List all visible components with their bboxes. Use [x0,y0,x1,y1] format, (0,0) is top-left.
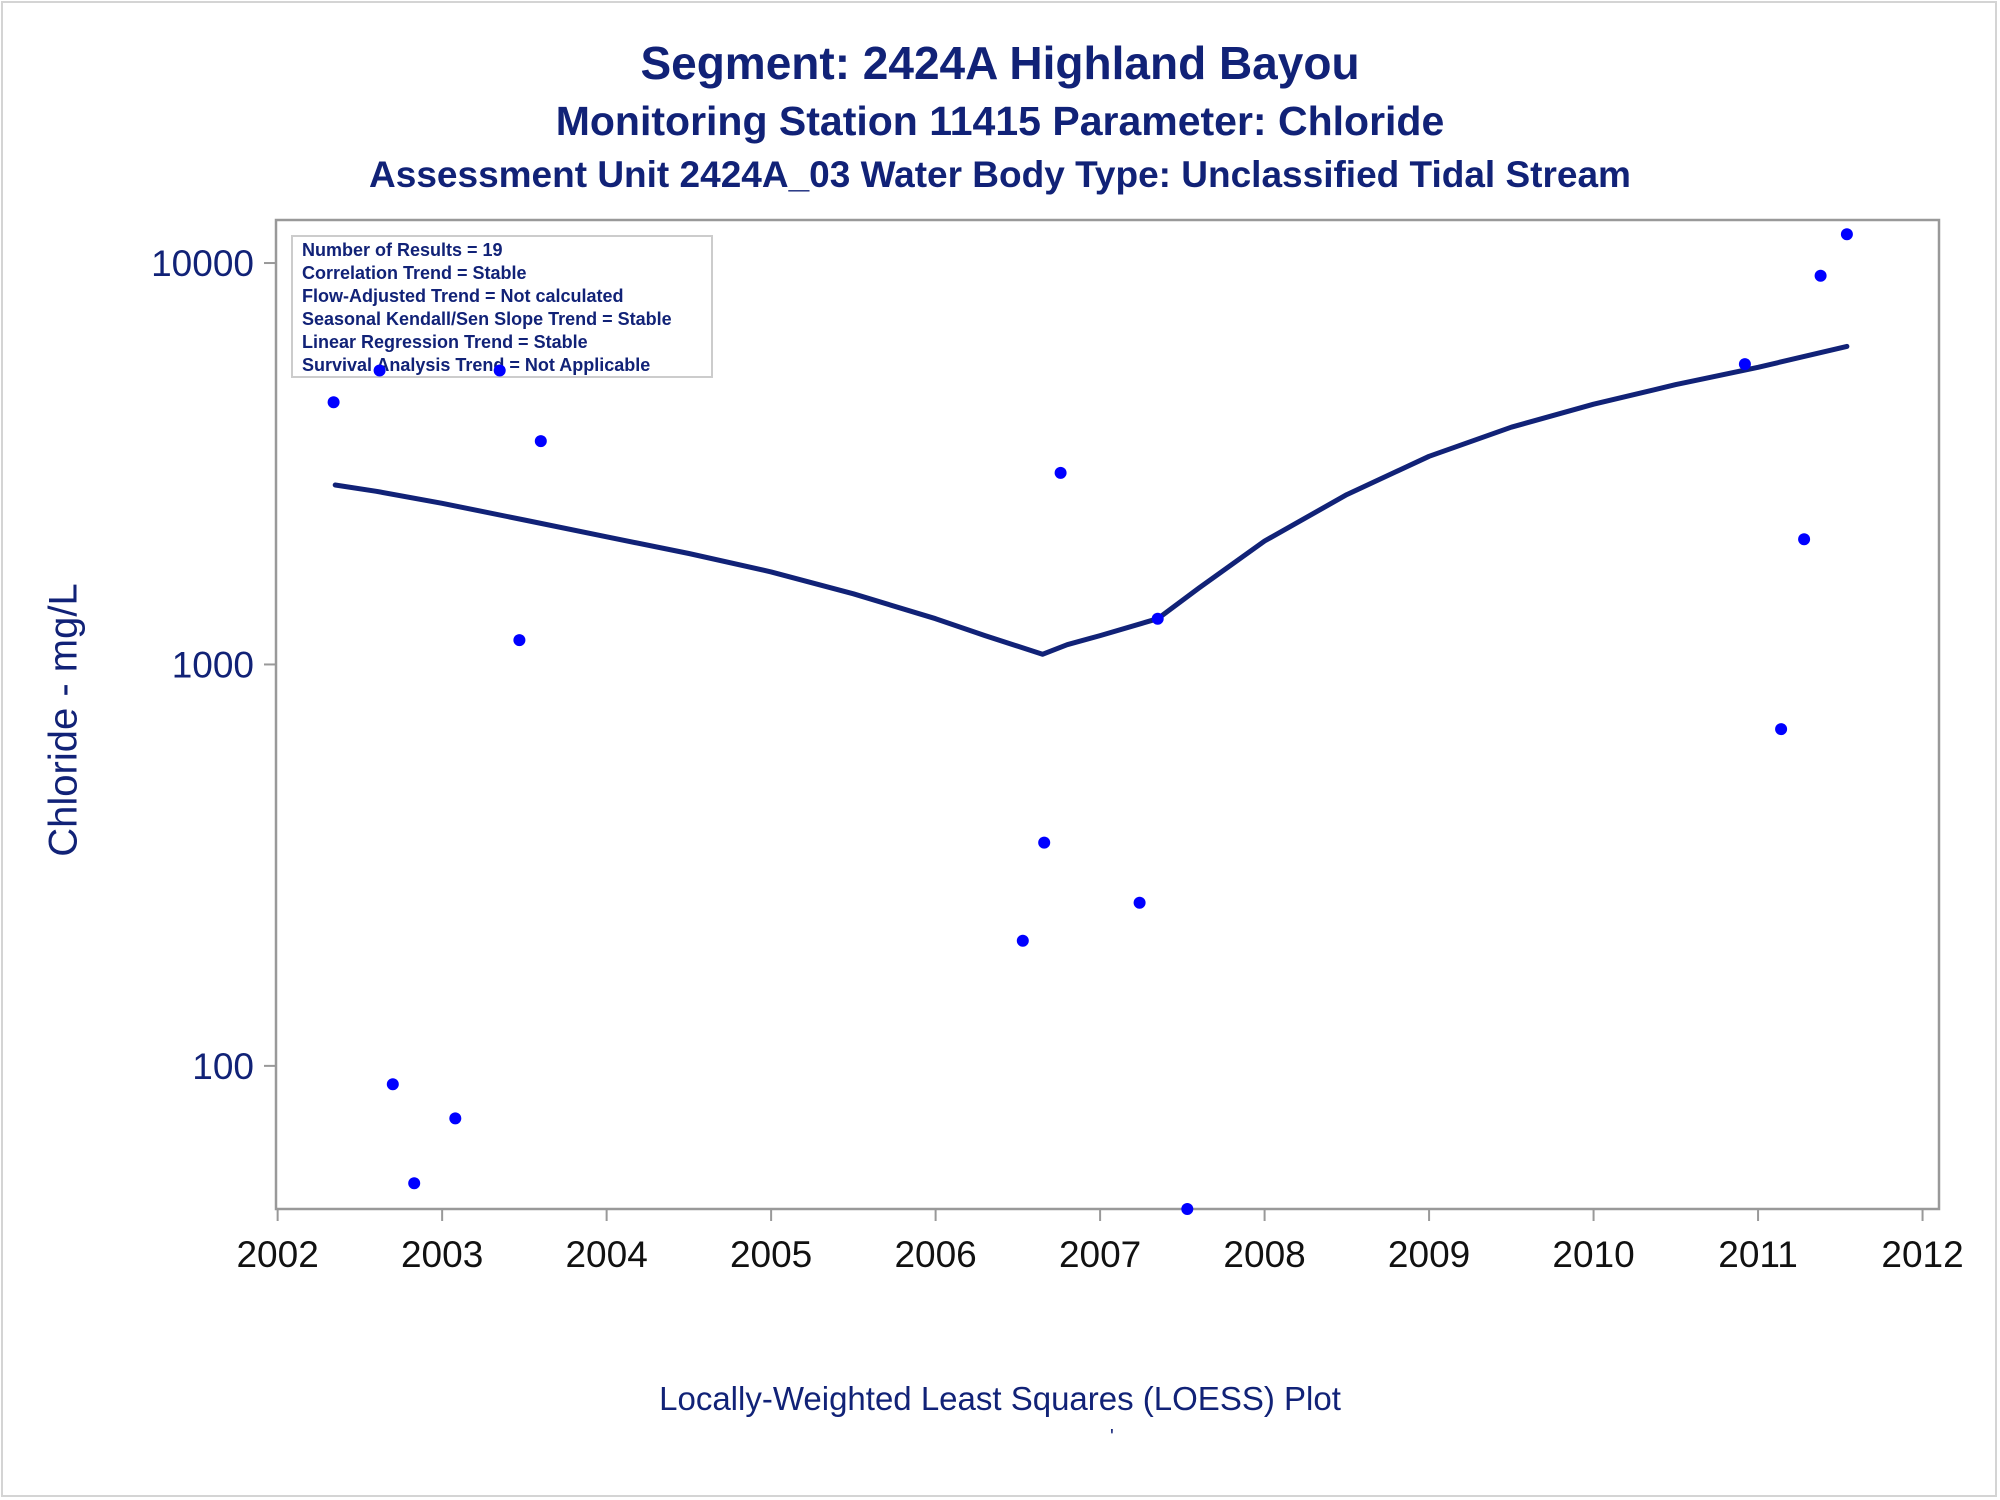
data-point [408,1177,421,1190]
x-tick-label: 2012 [1881,1234,1963,1275]
data-point [1738,358,1751,371]
x-tick-label: 2005 [730,1234,812,1275]
x-tick-label: 2007 [1059,1234,1141,1275]
data-point [1775,723,1788,736]
plot-area-frame [274,218,1941,1211]
x-tick-label: 2008 [1223,1234,1305,1275]
x-tick-label: 2002 [236,1234,318,1275]
stat-number-of-results: Number of Results = 19 [302,240,503,260]
stat-survival-analysis-trend: Survival Analysis Trend = Not Applicable [302,355,650,375]
chart-subtitle-assessment-unit: Assessment Unit 2424A_03 Water Body Type… [369,154,1631,195]
data-point [1181,1203,1194,1215]
y-tick-label: 1000 [172,644,254,685]
x-tick-label: 2003 [401,1234,483,1275]
stat-correlation-trend: Correlation Trend = Stable [302,263,527,283]
chart-subtitle-station: Monitoring Station 11415 Parameter: Chlo… [555,98,1445,144]
data-point [1054,466,1067,479]
x-tick-label: 2011 [1718,1234,1798,1275]
stat-linear-regression-trend: Linear Regression Trend = Stable [302,332,588,352]
x-tick-label: 2006 [894,1234,976,1275]
data-point [327,396,340,409]
plot-footnote: Locally-Weighted Least Squares (LOESS) P… [659,1380,1341,1417]
stats-legend-box: Number of Results = 19 Correlation Trend… [291,235,713,378]
data-point [513,634,526,647]
stat-seasonal-kendall-trend: Seasonal Kendall/Sen Slope Trend = Stabl… [302,309,672,329]
x-tick-label: 2010 [1552,1234,1634,1275]
data-point [449,1112,462,1125]
data-point [534,435,547,448]
chart-title: Segment: 2424A Highland Bayou [640,37,1360,89]
data-point [1814,269,1827,282]
stats-box-border [291,235,713,378]
y-tick-label: 100 [192,1046,254,1087]
stat-flow-adjusted-trend: Flow-Adjusted Trend = Not calculated [302,286,624,306]
data-point [373,364,386,377]
data-point [1133,896,1146,909]
data-point [1840,228,1853,241]
data-point [1798,533,1811,546]
y-tick-label: 10000 [151,243,254,284]
x-tick-label: 2009 [1388,1234,1470,1275]
data-point [1038,836,1051,849]
loess-trend-line [332,343,1850,657]
x-tick-label: 2004 [565,1234,647,1275]
data-point [1016,934,1029,947]
data-point [386,1078,399,1091]
footnote-mark: ' [1110,1426,1114,1448]
data-point [1151,612,1164,625]
data-point [493,364,506,377]
